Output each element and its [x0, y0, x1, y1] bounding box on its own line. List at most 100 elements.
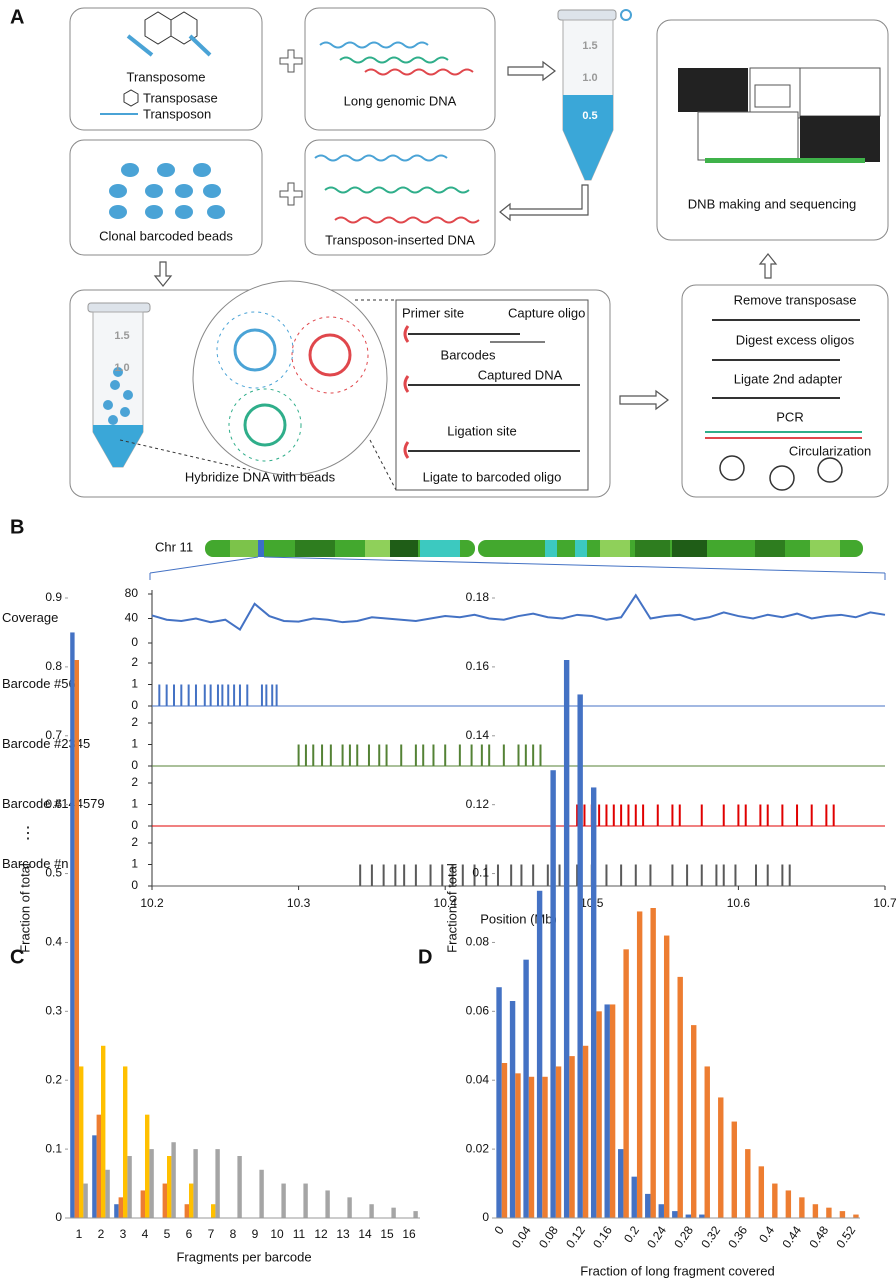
- liquid: [93, 425, 143, 467]
- bar: [577, 694, 583, 1218]
- bead: [308, 333, 352, 377]
- track-name: Barcode #n: [2, 856, 69, 871]
- x-tick-label: 0.2: [621, 1223, 642, 1245]
- track-name: Coverage: [2, 610, 58, 625]
- guide: [119, 439, 251, 471]
- y-tick-label: 0.9: [45, 590, 62, 604]
- y-tick-label: 0.5: [45, 866, 62, 880]
- adapter: [403, 441, 410, 459]
- y-tick-label: 0.8: [45, 659, 62, 673]
- x-tick-label: 10: [270, 1227, 284, 1241]
- bead: [216, 311, 294, 389]
- beads: [103, 367, 133, 425]
- bar: [799, 1197, 805, 1218]
- x-tick-label: 0.32: [698, 1223, 723, 1250]
- bar: [96, 1114, 101, 1218]
- x-axis-label: Position (Mb): [480, 911, 557, 926]
- x-tick-label: 10.7: [873, 896, 896, 910]
- arrow: [619, 389, 669, 411]
- x-tick-label: 0.52: [833, 1223, 858, 1250]
- label: Ligation site: [447, 423, 516, 438]
- bar: [650, 908, 656, 1218]
- tube-mark: 1.0: [582, 72, 597, 84]
- label: DNB making and sequencing: [688, 196, 856, 211]
- box: [69, 7, 263, 131]
- bar: [758, 1166, 765, 1218]
- bead: [243, 403, 287, 447]
- dna: [319, 41, 429, 49]
- y-tick-label: 1: [131, 737, 138, 751]
- bar: [140, 1190, 145, 1218]
- bar: [623, 949, 629, 1218]
- bar: [413, 1211, 418, 1218]
- bar: [391, 1207, 396, 1218]
- panel-label: C: [10, 946, 24, 968]
- x-tick-label: 0.48: [806, 1223, 831, 1250]
- x-axis-label: Fraction of long fragment covered: [580, 1263, 774, 1278]
- bar: [699, 1214, 705, 1218]
- y-axis-label: Fraction of total: [444, 863, 459, 953]
- bar: [184, 1204, 189, 1218]
- label: Transposon: [143, 106, 211, 121]
- bar: [645, 1193, 651, 1218]
- bar: [347, 1197, 352, 1218]
- tube-mark: 1.5: [582, 40, 597, 52]
- panel-label: B: [10, 516, 24, 538]
- y-tick-label: 0.14: [466, 728, 490, 742]
- panel-label: A: [10, 6, 24, 28]
- label: PCR: [776, 409, 803, 424]
- ellipsis: ⋮: [20, 825, 36, 842]
- sequencer: [697, 111, 799, 161]
- bar: [259, 1169, 264, 1218]
- bar: [496, 987, 502, 1218]
- x-tick-label: 12: [314, 1227, 328, 1241]
- x-tick-label: 2: [98, 1227, 105, 1241]
- dna: [334, 216, 480, 224]
- bar: [609, 1004, 616, 1218]
- y-tick-label: 80: [125, 586, 139, 600]
- hexagon: [123, 89, 139, 107]
- bar: [167, 1156, 172, 1218]
- x-tick-label: 1: [76, 1227, 83, 1241]
- x-axis-label: Fragments per barcode: [176, 1249, 311, 1264]
- y-axis-label: Fraction of total: [17, 863, 32, 953]
- bar: [325, 1190, 330, 1218]
- bar: [718, 1097, 724, 1218]
- bar: [691, 1025, 697, 1218]
- adapter: [403, 325, 410, 343]
- plus: [279, 182, 303, 206]
- bar: [663, 935, 670, 1218]
- tube-mark: 1.5: [114, 330, 129, 342]
- track-name: Barcode #56: [2, 676, 76, 691]
- y-tick-label: 0.6: [45, 797, 62, 811]
- bar: [105, 1169, 110, 1218]
- box: [304, 7, 496, 131]
- y-tick-label: 2: [131, 835, 138, 849]
- bar: [92, 1135, 97, 1218]
- y-tick-label: 0.02: [466, 1141, 490, 1155]
- zoom-circle: [192, 280, 388, 476]
- label: Long genomic DNA: [344, 93, 457, 108]
- y-tick-label: 0.1: [45, 1141, 62, 1155]
- x-tick-label: 6: [186, 1227, 193, 1241]
- x-tick-label: 4: [142, 1227, 149, 1241]
- hexagon: [170, 11, 198, 45]
- x-tick-label: 10.2: [140, 896, 164, 910]
- bar: [74, 660, 79, 1218]
- tube-mark: 1.0: [114, 362, 129, 374]
- x-tick-label: 3: [120, 1227, 127, 1241]
- x-tick-label: 0.24: [644, 1223, 669, 1250]
- x-tick-label: 15: [380, 1227, 394, 1241]
- bar: [515, 1073, 521, 1218]
- y-tick-label: 2: [131, 655, 138, 669]
- x-tick-label: 0.04: [509, 1223, 534, 1250]
- x-tick-label: 0.28: [671, 1223, 696, 1250]
- sequencer: [705, 158, 865, 163]
- x-tick-label: 0.4: [756, 1223, 777, 1245]
- bar: [785, 1190, 792, 1218]
- x-tick-label: 0.12: [563, 1223, 588, 1250]
- x-tick-label: 14: [358, 1227, 372, 1241]
- y-tick-label: 0: [55, 1210, 62, 1224]
- bar: [563, 660, 570, 1218]
- bar: [704, 1066, 710, 1218]
